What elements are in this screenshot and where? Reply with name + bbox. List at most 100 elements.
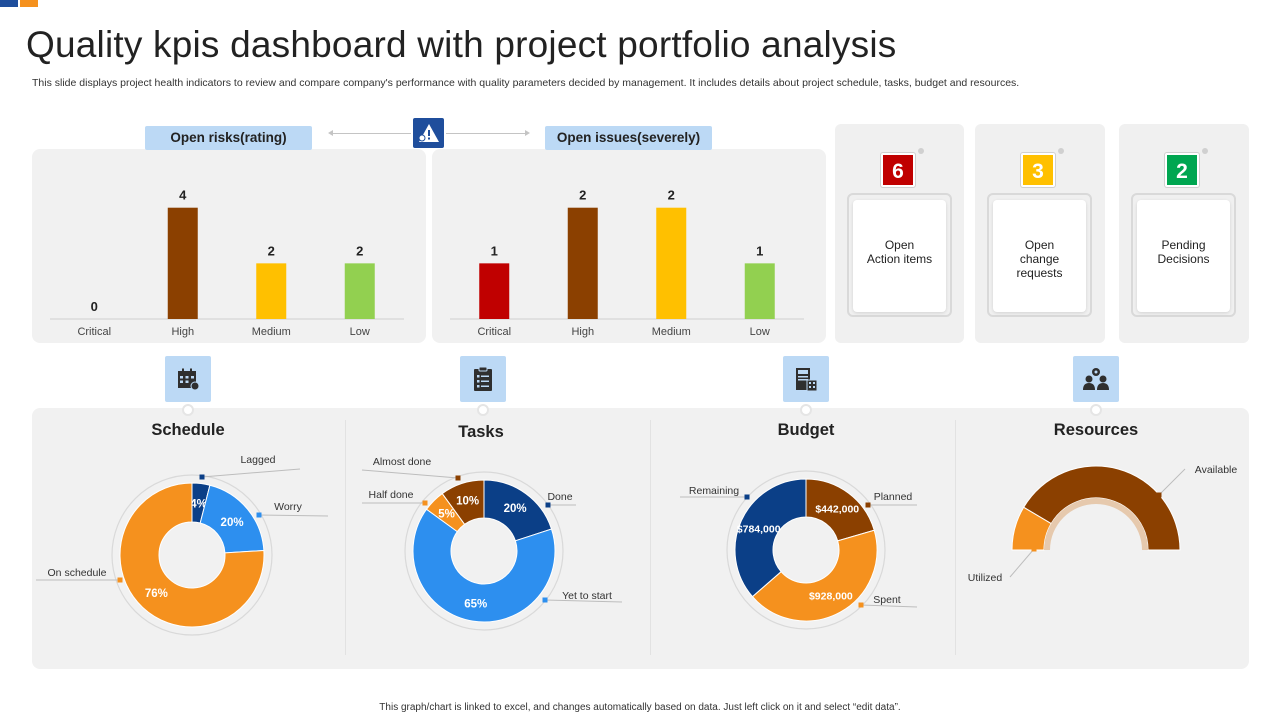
- bar-value-label: 1: [491, 243, 498, 258]
- kpi-label-line: requests: [1016, 266, 1063, 280]
- donut-outline-ring: [111, 474, 273, 636]
- bar-category-label: Medium: [252, 326, 291, 338]
- section-pin: [1090, 404, 1102, 416]
- corner-accent-blue: [0, 0, 18, 7]
- team-gear-icon: [1083, 368, 1109, 390]
- bar-high: [567, 207, 598, 319]
- callout: Utilized: [968, 546, 1037, 584]
- donut-slice-planned: [805, 478, 875, 542]
- callout-label: Remaining: [689, 485, 739, 497]
- budget-icon-box: [783, 356, 829, 402]
- callout: Done: [545, 491, 576, 508]
- callout-marker: [117, 577, 123, 583]
- bar-value-label: 2: [356, 243, 363, 258]
- kpi-bracket: [847, 193, 952, 317]
- callout: Lagged: [199, 454, 301, 480]
- kpi-badge-pending-decisions: 2: [1165, 153, 1199, 187]
- donut-slice-almost-done: [441, 479, 485, 526]
- kpi-label-pending-decisions: Pending Decisions: [1137, 200, 1230, 312]
- donut-value-label: 76%: [145, 588, 168, 600]
- callout-marker: [542, 597, 548, 603]
- callout-marker: [1156, 492, 1162, 498]
- callout-label: Spent: [873, 594, 901, 606]
- section-divider: [345, 420, 346, 655]
- bar-low: [744, 263, 775, 319]
- kpi-label-line: change: [1019, 252, 1060, 266]
- footer-note: This graph/chart is linked to excel, and…: [379, 702, 901, 713]
- bar-medium: [256, 263, 287, 319]
- resources-icon-box: [1073, 356, 1119, 402]
- kpi-dot: [918, 148, 924, 154]
- kpi-label-line: Open: [1024, 238, 1055, 252]
- tasks-icon-box: [460, 356, 506, 402]
- callout: Worry: [256, 501, 329, 518]
- callout: Remaining: [680, 485, 750, 500]
- callout: Spent: [858, 594, 918, 608]
- callout-line: [1158, 468, 1186, 496]
- donut-outline-ring: [726, 470, 886, 630]
- schedule-icon-box: [165, 356, 211, 402]
- bar-medium: [656, 207, 687, 319]
- callout-label: Lagged: [240, 454, 275, 466]
- callout-label: Done: [547, 491, 572, 503]
- callout-line: [258, 514, 329, 517]
- calendar-icon: [178, 368, 200, 391]
- section-pin: [182, 404, 194, 416]
- bar-category-label: High: [571, 326, 594, 338]
- callout-label: On schedule: [48, 567, 107, 579]
- callout-label: Worry: [274, 501, 303, 513]
- kpi-label-line: Action items: [866, 252, 933, 266]
- kpi-dot: [1202, 148, 1208, 154]
- donut-value-label: $784,000: [737, 523, 781, 535]
- kpi-label-line: Pending: [1161, 238, 1206, 252]
- issues-bar-chart: 1 Critical 2 High 2 Medium 1 Low: [450, 188, 804, 338]
- callout-line: [361, 469, 459, 479]
- donut-value-label: $928,000: [809, 591, 853, 603]
- connector-right: [446, 133, 526, 134]
- callout-marker: [858, 602, 864, 608]
- bar-value-label: 2: [268, 243, 275, 258]
- callout: Half done: [362, 489, 428, 506]
- callout-label: Almost done: [373, 456, 432, 468]
- bar-category-label: Low: [350, 326, 370, 338]
- callout-marker: [1031, 546, 1037, 552]
- bar-category-label: High: [171, 326, 194, 338]
- donut-value-label: 4%: [190, 498, 207, 510]
- schedule-title: Schedule: [151, 421, 225, 439]
- connector-left: [331, 133, 411, 134]
- callout-marker: [422, 500, 428, 506]
- clipboard-checklist-icon: [474, 366, 492, 391]
- callout-marker: [865, 502, 871, 508]
- kpi-label-line: Decisions: [1157, 252, 1210, 266]
- connector-left-arrow: [328, 130, 333, 136]
- donut-slice-on-schedule: [119, 482, 265, 628]
- callout-label: Yet to start: [562, 590, 612, 602]
- callout-line: [201, 468, 301, 478]
- section-pin: [800, 404, 812, 416]
- callout-line: [860, 604, 918, 608]
- section-divider: [955, 420, 956, 655]
- callout: On schedule: [36, 567, 123, 583]
- kpi-bracket: [1131, 193, 1236, 317]
- donut-slice-remaining: [734, 478, 807, 598]
- donut-slice-spent: [751, 529, 878, 622]
- donut-value-label: 65%: [464, 598, 487, 610]
- bar-high: [167, 207, 198, 319]
- bar-category-label: Medium: [652, 326, 691, 338]
- callout: Available: [1156, 464, 1238, 498]
- kpi-label-line: Open: [884, 238, 915, 252]
- callout-marker: [744, 494, 750, 500]
- bar-value-label: 0: [91, 299, 98, 314]
- callout-marker: [256, 512, 262, 518]
- corner-accent-orange: [20, 0, 38, 7]
- warning-icon: [413, 118, 444, 148]
- callout-label: Available: [1195, 464, 1238, 476]
- bar-critical: [479, 263, 510, 319]
- risks-tag: Open risks(rating): [145, 126, 312, 150]
- tasks-title: Tasks: [458, 423, 504, 441]
- callout-marker: [545, 502, 551, 508]
- donut-value-label: 10%: [456, 496, 479, 508]
- bar-low: [344, 263, 375, 319]
- bar-category-label: Critical: [77, 326, 111, 338]
- callout: Almost done: [361, 456, 461, 481]
